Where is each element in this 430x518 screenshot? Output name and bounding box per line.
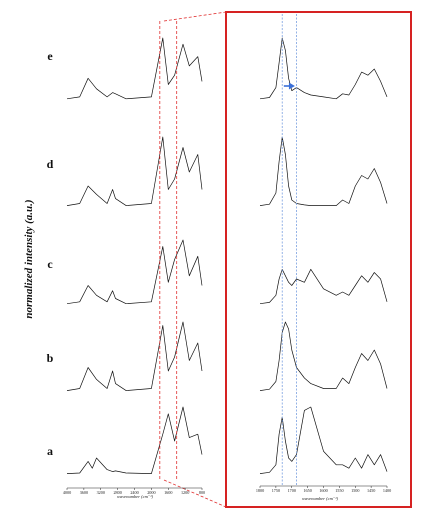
full-range-tick-label: 1200 bbox=[181, 490, 189, 495]
full-range-tick-label: 800 bbox=[199, 490, 205, 495]
full-range-tick-label: 2400 bbox=[130, 490, 138, 495]
spectrum-full-d bbox=[66, 136, 203, 206]
zoom-tick-label: 1600 bbox=[319, 488, 327, 493]
full-range-tick-label: 1600 bbox=[164, 490, 172, 495]
zoom-tick-label: 1650 bbox=[303, 488, 311, 493]
zoom-tick-label: 1800 bbox=[256, 488, 264, 493]
series-label-a: a bbox=[47, 444, 53, 458]
full-range-tick-label: 4000 bbox=[63, 490, 71, 495]
y-axis-title: normalized intensity (a.u.) bbox=[23, 199, 35, 318]
zoom-tick-label: 1450 bbox=[367, 488, 375, 493]
series-label-d: d bbox=[47, 157, 54, 171]
spectrum-zoom-e bbox=[259, 37, 388, 100]
spectrum-full-c bbox=[66, 239, 203, 305]
spectrum-zoom-c bbox=[259, 268, 388, 305]
zoom-x-axis-title: wavenumber (cm⁻¹) bbox=[302, 496, 339, 501]
zoom-tick-label: 1750 bbox=[272, 488, 280, 493]
spectrum-zoom-b bbox=[259, 321, 388, 391]
series-label-e: e bbox=[47, 49, 53, 63]
full-range-panel: e d c b a 4000 3600 3200 2800 2400 2000 1600 1200 800 bbox=[47, 21, 205, 495]
full-range-x-axis-title: wavenumber (cm⁻¹) bbox=[117, 494, 154, 499]
zoom-tick-label: 1500 bbox=[351, 488, 359, 493]
zoom-tick-label: 1550 bbox=[335, 488, 343, 493]
spectrum-full-a bbox=[66, 406, 203, 474]
spectrum-zoom-d bbox=[259, 136, 388, 206]
series-label-b: b bbox=[47, 351, 54, 365]
zoom-tick-label: 1400 bbox=[383, 488, 391, 493]
spectrum-full-e bbox=[66, 37, 203, 100]
full-range-tick-label: 2000 bbox=[147, 490, 155, 495]
full-range-tick-label: 3200 bbox=[97, 490, 105, 495]
full-range-tick-label: 3600 bbox=[80, 490, 88, 495]
shift-arrow-head bbox=[288, 82, 295, 90]
zoom-tick-label: 1700 bbox=[288, 488, 296, 493]
zoom-connector-bottom bbox=[163, 479, 227, 508]
zoom-connector-top bbox=[163, 11, 227, 22]
spectrum-zoom-a bbox=[259, 406, 388, 474]
spectrum-full-b bbox=[66, 321, 203, 391]
full-range-tick-label: 2800 bbox=[113, 490, 121, 495]
series-label-c: c bbox=[47, 257, 53, 271]
zoom-panel-frame bbox=[225, 11, 412, 508]
zoom-panel: 1800 1750 1700 1650 1600 1550 1500 1450 1400 bbox=[256, 14, 391, 493]
